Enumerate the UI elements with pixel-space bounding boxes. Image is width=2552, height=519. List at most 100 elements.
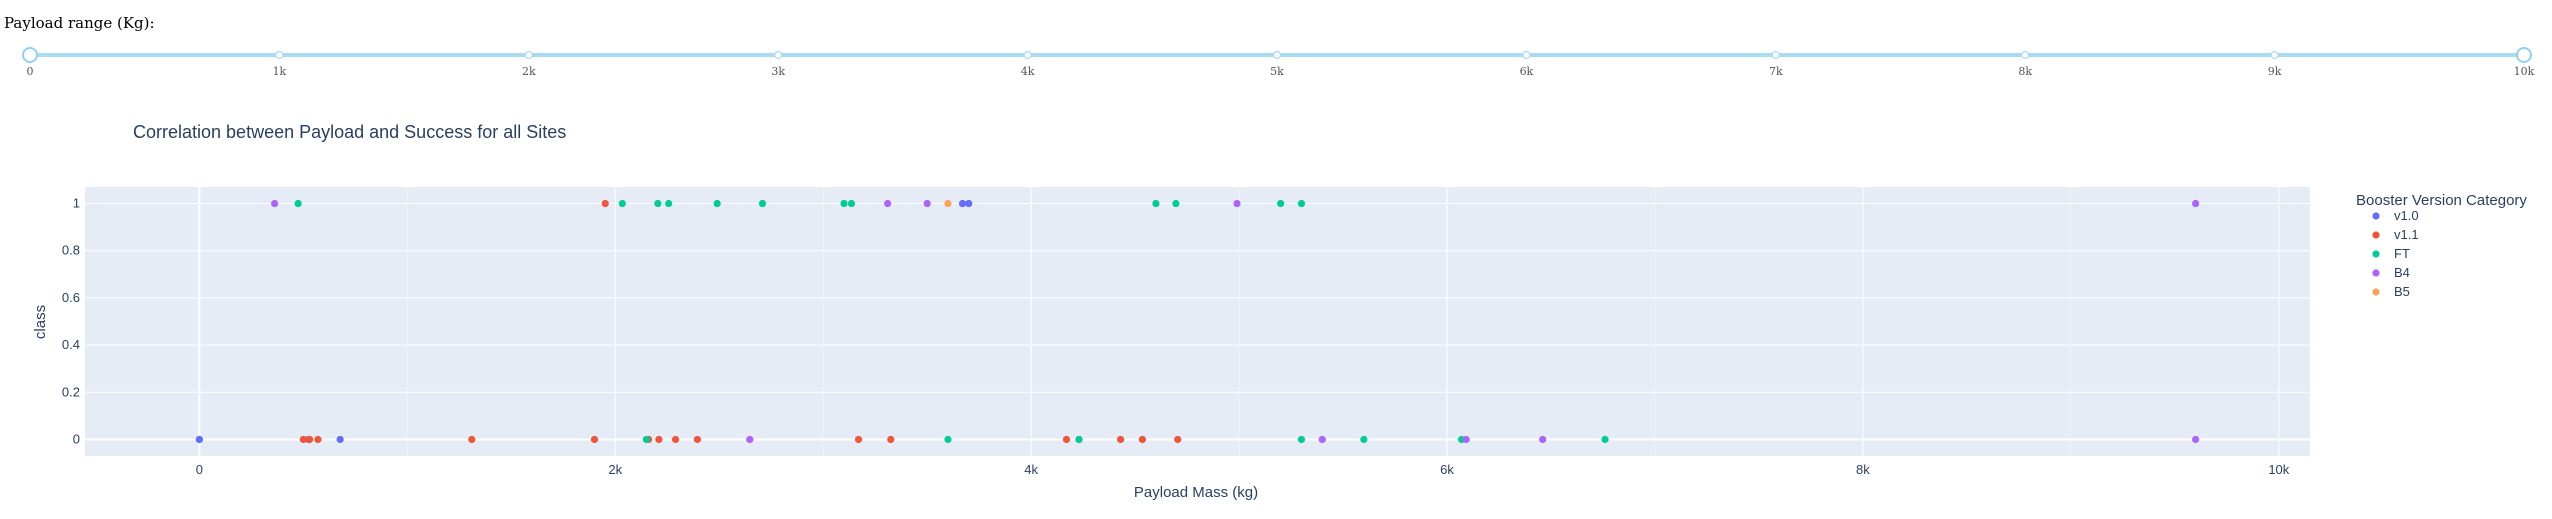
slider-mark-dot <box>1771 50 1780 60</box>
slider-mark-dot <box>275 50 284 60</box>
slider-handle-min[interactable] <box>22 47 38 63</box>
x-tick-label: 8k <box>1856 462 1870 477</box>
legend-item-v1.1[interactable]: v1.1 <box>2394 227 2419 242</box>
data-point-v1.1[interactable] <box>854 435 863 444</box>
x-tick-label: 6k <box>1440 462 1454 477</box>
data-point-B4[interactable] <box>1462 435 1470 444</box>
data-point-B4[interactable] <box>2192 199 2200 208</box>
x-tick-label: 10k <box>2268 462 2289 477</box>
data-point-v1.0[interactable] <box>958 199 967 208</box>
data-point-FT[interactable] <box>1152 199 1160 208</box>
legend-item-B5[interactable]: B5 <box>2394 284 2410 299</box>
data-point-B4[interactable] <box>923 199 931 208</box>
data-point-FT[interactable] <box>618 199 626 208</box>
plot-background <box>85 187 2310 456</box>
slider-mark-label: 10k <box>2514 65 2535 78</box>
slider-mark-dot <box>1023 50 1032 60</box>
chart-title: Correlation between Payload and Success … <box>133 122 566 142</box>
slider-mark-dot <box>524 50 533 60</box>
legend-title: Booster Version Category <box>2356 192 2527 209</box>
y-tick-label: 0 <box>73 431 80 446</box>
slider-mark-label: 1k <box>273 65 287 78</box>
legend-marker <box>2372 212 2380 220</box>
y-tick-label: 0.2 <box>62 384 80 399</box>
data-point-FT[interactable] <box>1297 435 1306 444</box>
data-point-B4[interactable] <box>746 435 754 444</box>
y-tick-label: 1 <box>73 196 80 211</box>
data-point-FT[interactable] <box>1360 435 1368 444</box>
slider-mark-label: 5k <box>1270 65 1284 78</box>
legend-item-FT[interactable]: FT <box>2394 246 2410 261</box>
slider-mark-dot <box>2021 50 2030 60</box>
x-tick-label: 4k <box>1024 462 1038 477</box>
x-tick-label: 0 <box>196 462 203 477</box>
data-point-B4[interactable] <box>2192 435 2200 444</box>
data-point-v1.0[interactable] <box>195 435 203 444</box>
data-point-FT[interactable] <box>1075 435 1083 444</box>
data-point-v1.1[interactable] <box>887 435 895 444</box>
data-point-B4[interactable] <box>271 199 279 208</box>
data-point-v1.1[interactable] <box>1116 435 1125 444</box>
data-point-v1.1[interactable] <box>468 435 476 444</box>
data-point-FT[interactable] <box>758 199 767 208</box>
slider-mark-dot <box>1522 50 1531 60</box>
data-point-v1.1[interactable] <box>299 435 307 444</box>
data-point-B4[interactable] <box>1539 435 1547 444</box>
data-point-FT[interactable] <box>294 199 302 208</box>
y-tick-label: 0.4 <box>62 337 80 352</box>
data-point-FT[interactable] <box>847 199 856 208</box>
slider-mark-label: 9k <box>2268 65 2282 78</box>
data-point-FT[interactable] <box>1172 199 1180 208</box>
data-point-v1.1[interactable] <box>671 435 680 444</box>
data-point-FT[interactable] <box>654 199 662 208</box>
data-point-v1.1[interactable] <box>693 435 701 444</box>
payload-range-slider[interactable]: 0 1k 2k 3k 4k 5k 6k 7k 8k 9k 10k <box>0 40 2552 85</box>
slider-mark-label: 4k <box>1021 65 1035 78</box>
slider-mark-label: 6k <box>1520 65 1534 78</box>
legend-item-B4[interactable]: B4 <box>2394 265 2410 280</box>
y-tick-label: 0.6 <box>62 290 80 305</box>
data-point-B4[interactable] <box>884 199 892 208</box>
data-point-FT[interactable] <box>642 435 651 444</box>
payload-range-label: Payload range (Kg): <box>4 14 155 32</box>
legend-item-v1.0[interactable]: v1.0 <box>2394 208 2419 223</box>
slider-handle-max[interactable] <box>2516 47 2532 63</box>
slider-mark-label: 0 <box>27 65 34 78</box>
data-point-v1.1[interactable] <box>1138 435 1146 444</box>
data-point-v1.0[interactable] <box>965 199 973 208</box>
legend-marker <box>2372 288 2380 296</box>
data-point-FT[interactable] <box>840 199 848 208</box>
data-point-FT[interactable] <box>1297 199 1306 208</box>
data-point-v1.1[interactable] <box>590 435 599 444</box>
data-point-v1.1[interactable] <box>305 435 314 444</box>
data-point-B5[interactable] <box>944 199 952 208</box>
data-point-v1.1[interactable] <box>655 435 663 444</box>
slider-mark-dot <box>774 50 783 60</box>
data-point-v1.1[interactable] <box>1062 435 1071 444</box>
slider-mark-label: 7k <box>1769 65 1783 78</box>
y-axis-label: class <box>32 305 49 339</box>
legend-marker <box>2372 231 2380 239</box>
data-point-FT[interactable] <box>944 435 952 444</box>
legend: Booster Version Category v1.0 v1.1 FT B4 B5 <box>2356 192 2527 299</box>
data-point-v1.1[interactable] <box>1174 435 1182 444</box>
y-tick-label: 0.8 <box>62 243 80 258</box>
slider-mark-dot <box>2270 50 2279 60</box>
data-point-B4[interactable] <box>1233 199 1241 208</box>
data-point-v1.0[interactable] <box>336 435 344 444</box>
slider-mark-dot <box>1272 50 1282 60</box>
x-axis-label: Payload Mass (kg) <box>1134 484 1258 501</box>
data-point-B4[interactable] <box>1318 435 1326 444</box>
data-point-v1.1[interactable] <box>314 435 322 444</box>
slider-mark-label: 2k <box>522 65 536 78</box>
data-point-v1.1[interactable] <box>601 199 609 208</box>
data-point-FT[interactable] <box>1601 435 1609 444</box>
data-point-FT[interactable] <box>1277 199 1285 208</box>
slider-mark-label: 3k <box>771 65 785 78</box>
data-point-FT[interactable] <box>665 199 673 208</box>
x-tick-label: 2k <box>608 462 622 477</box>
data-point-FT[interactable] <box>713 199 721 208</box>
legend-marker <box>2372 250 2380 258</box>
legend-marker <box>2372 269 2380 277</box>
